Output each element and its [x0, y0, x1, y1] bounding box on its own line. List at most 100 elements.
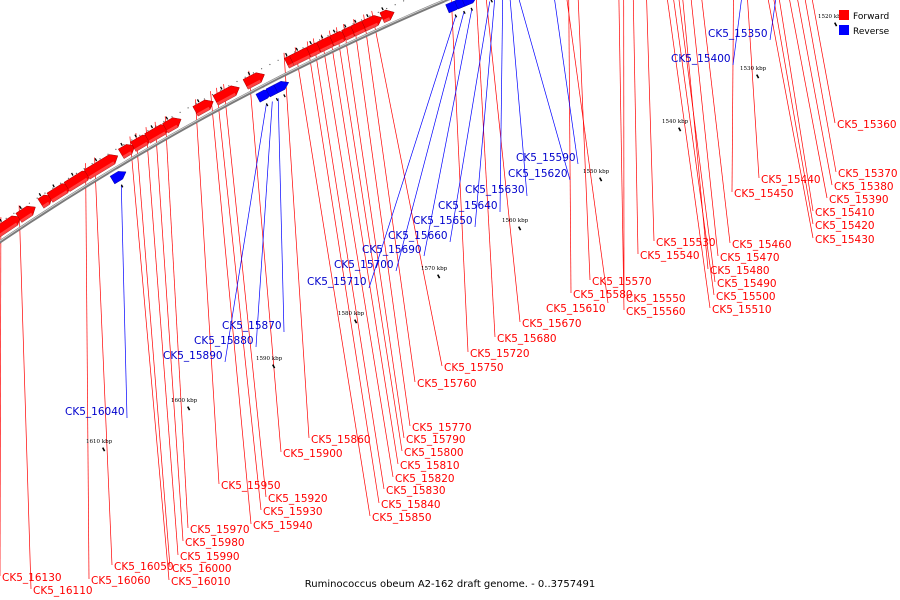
forward-gene-arrow — [242, 71, 265, 90]
label-connector — [485, 0, 521, 323]
kbp-tick — [599, 177, 603, 182]
forward-gene-label: CK5_15790 — [406, 434, 466, 446]
scale-dot — [369, 15, 371, 17]
scale-dot — [236, 80, 238, 83]
label-connector — [195, 99, 220, 485]
scale-dot — [277, 59, 279, 61]
kbp-tick — [518, 226, 522, 231]
forward-gene-arrow — [192, 99, 214, 117]
label-connector — [646, 0, 655, 242]
label-connector — [277, 98, 285, 333]
forward-gene-label: CK5_15480 — [710, 265, 770, 277]
scale-dot — [44, 192, 46, 194]
scale-dot — [155, 125, 157, 127]
label-connector — [336, 27, 403, 452]
forward-gene-label: CK5_15830 — [386, 485, 446, 497]
reverse-gene-label: CK5_15880 — [194, 335, 254, 347]
scale-dot — [360, 19, 363, 21]
label-connector — [0, 217, 2, 577]
forward-gene-label: CK5_15380 — [834, 181, 894, 193]
label-connector — [667, 0, 711, 309]
legend-forward-swatch — [839, 10, 849, 20]
forward-gene-label: CK5_15530 — [656, 237, 716, 249]
forward-gene-arrow — [361, 13, 383, 32]
forward-gene-label: CK5_15680 — [497, 333, 557, 345]
kbp-label: 1560 kbp — [502, 218, 529, 224]
forward-gene-label: CK5_15610 — [546, 303, 606, 315]
scale-dot — [344, 27, 346, 29]
scale-dot — [52, 187, 54, 189]
reverse-gene-label: CK5_15640 — [438, 200, 498, 212]
label-connector — [85, 163, 90, 580]
scale-dot — [13, 212, 15, 214]
reverse-gene-arrow — [272, 78, 290, 98]
forward-gene-label: CK5_15900 — [283, 448, 343, 460]
forward-gene-label: CK5_15980 — [185, 537, 245, 549]
kbp-tick — [756, 74, 760, 79]
forward-gene-label: CK5_15810 — [400, 460, 460, 472]
label-connector — [673, 0, 715, 296]
backbone-ticks — [5, 0, 405, 219]
forward-gene-label: CK5_15410 — [815, 207, 875, 219]
scale-dot — [211, 94, 214, 96]
kbp-label: 1530 kbp — [740, 66, 767, 72]
forward-gene-label: CK5_15750 — [444, 362, 504, 374]
forward-gene-label: CK5_15820 — [395, 473, 455, 485]
label-connector — [248, 70, 282, 453]
kbp-tick — [437, 274, 441, 279]
forward-gene-arrow — [144, 124, 170, 144]
scale-dot — [5, 217, 7, 219]
reverse-gene-arrow — [490, 0, 493, 3]
scale-dot — [147, 130, 149, 132]
scale-dot — [335, 31, 337, 33]
kbp-tick — [678, 127, 682, 132]
scale-dot — [83, 168, 85, 170]
label-connector — [451, 0, 469, 353]
forward-gene-label: CK5_15370 — [838, 168, 898, 180]
kbp-tick — [353, 319, 358, 324]
forward-gene-label: CK5_15450 — [734, 188, 794, 200]
kbp-tick — [272, 364, 276, 369]
kbp-tick — [101, 447, 106, 452]
forward-gene-arrow — [83, 154, 119, 180]
label-connector — [731, 0, 734, 193]
label-connector — [682, 0, 709, 270]
forward-gene-arrow — [162, 116, 182, 134]
kbp-label: 1580 kbp — [338, 311, 365, 317]
forward-gene-label: CK5_15860 — [311, 434, 371, 446]
legend-reverse-swatch — [839, 25, 849, 35]
label-connector — [632, 0, 639, 255]
scale-dot — [203, 98, 205, 100]
forward-gene-label: CK5_16010 — [171, 576, 231, 588]
label-connector — [135, 132, 171, 568]
forward-gene-label: CK5_15460 — [732, 239, 792, 251]
label-connector — [499, 0, 504, 213]
label-connector — [395, 11, 465, 272]
kbp-label: 1570 kbp — [421, 266, 448, 272]
scale-dot — [377, 11, 379, 13]
label-connector — [804, 0, 837, 173]
reverse-gene-label: CK5_15630 — [465, 184, 525, 196]
label-connector — [120, 185, 128, 419]
forward-gene-arrow — [379, 7, 395, 24]
scale-dot — [195, 102, 197, 104]
forward-gene-label: CK5_15580 — [573, 289, 633, 301]
forward-gene-arrow — [130, 134, 152, 152]
label-connector — [475, 0, 496, 338]
scale-dot — [220, 89, 222, 91]
forward-gene-label: CK5_16060 — [91, 575, 151, 587]
scale-dot — [319, 39, 321, 41]
label-connector — [255, 101, 273, 348]
forward-gene-label: CK5_16050 — [114, 561, 174, 573]
forward-gene-label: CK5_15850 — [372, 512, 432, 524]
label-connector — [294, 47, 371, 517]
kbp-label: 1520 kbp — [818, 14, 845, 20]
forward-gene-label: CK5_15760 — [417, 378, 477, 390]
label-connector — [129, 136, 170, 581]
label-connector — [554, 0, 579, 165]
reverse-gene-label: CK5_15870 — [222, 320, 282, 332]
label-connector — [732, 0, 742, 66]
scale-dot — [171, 116, 173, 118]
kbp-tick — [834, 22, 838, 27]
